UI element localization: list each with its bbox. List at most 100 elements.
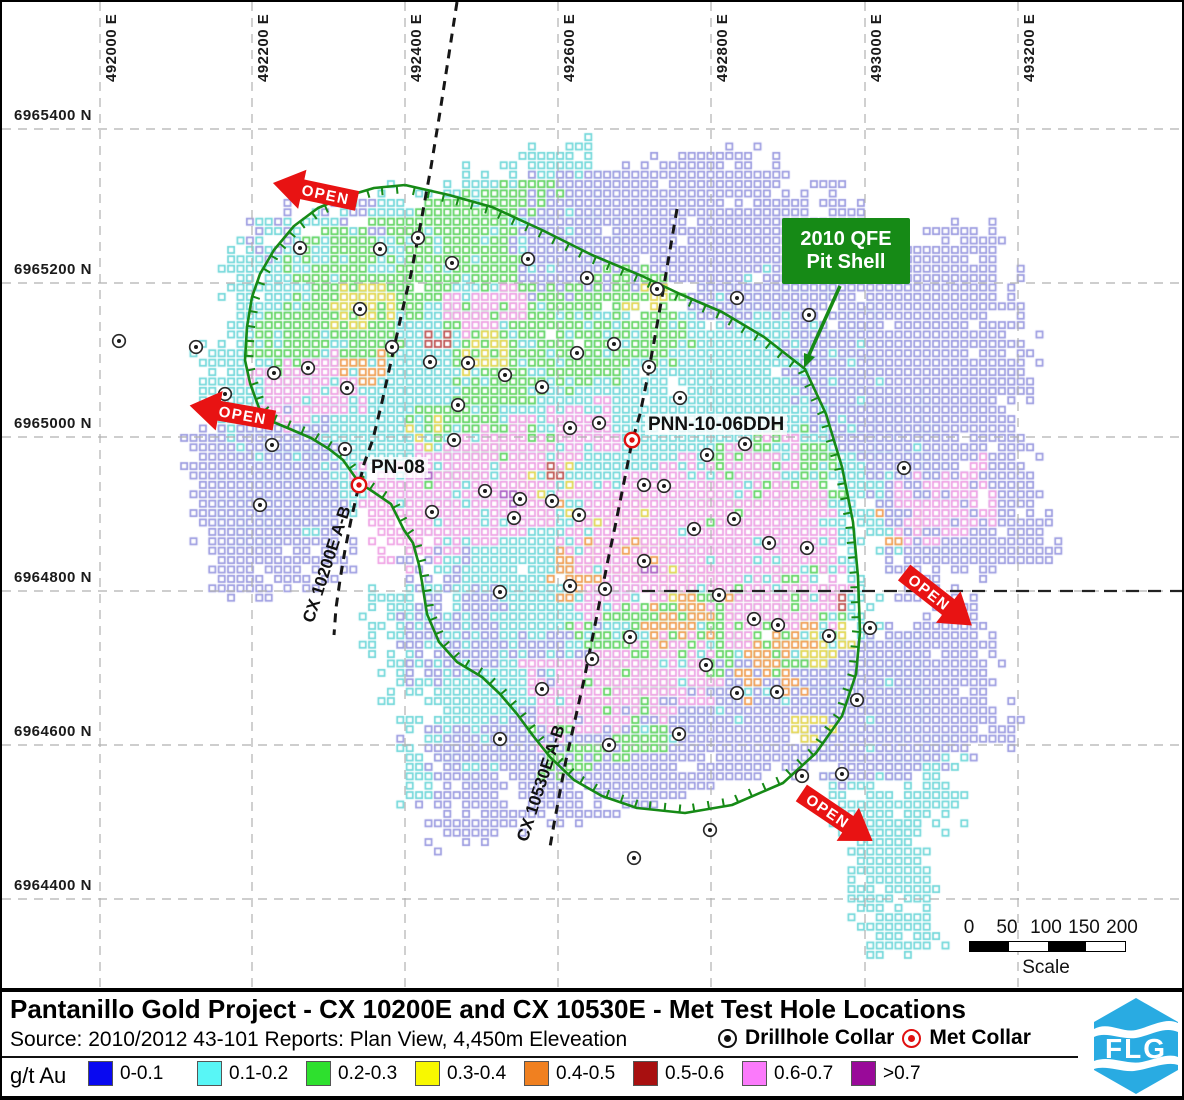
flg-logo: FLG [1094, 998, 1178, 1094]
pit-shell-leader-arrowhead [804, 353, 815, 368]
grade-class-label: 0.1-0.2 [229, 1062, 289, 1084]
pit-shell-tick [380, 187, 384, 196]
pit-shell-tick [796, 758, 804, 767]
pit-shell-tick [392, 503, 401, 509]
pit-shell-leader-line [807, 285, 842, 356]
pit-shell-tick [830, 453, 839, 458]
drillhole-collar [579, 270, 595, 286]
drillhole-collar [252, 497, 268, 513]
flg-logo-text: FLG [1105, 1033, 1167, 1064]
map-source: Source: 2010/2012 43-101 Reports: Plan V… [10, 1028, 628, 1051]
met-collar-label: PNN-10-06DDH [645, 414, 788, 435]
easting-axis-label: 492800 E [714, 13, 731, 82]
grade-class: 0-0.1 [88, 1061, 197, 1086]
northing-axis-label: 6964600 N [14, 723, 92, 740]
pit-shell-tick [441, 193, 445, 202]
grade-class-swatch [197, 1061, 222, 1086]
flg-logo-wave-bottom [1094, 1055, 1178, 1072]
drillhole-collar [512, 491, 528, 507]
grade-class-label: 0.6-0.7 [774, 1062, 834, 1084]
drillhole-collar [460, 355, 476, 371]
drillhole-collar [591, 415, 607, 431]
pit-shell-tick [452, 651, 460, 659]
grade-class-swatch [851, 1061, 876, 1086]
pit-shell-tick [847, 673, 856, 678]
drillhole-collar [606, 336, 622, 352]
grade-class-swatch [306, 1061, 331, 1086]
pit-shell-tick [412, 186, 416, 196]
drillhole-collar [477, 483, 493, 499]
scale-tick-label: 100 [1030, 917, 1062, 938]
drillhole-collar [266, 365, 282, 381]
pit-shell-tick [524, 223, 530, 232]
pit-shell-tick [848, 556, 857, 559]
northing-axis-label: 6964800 N [14, 569, 92, 586]
grade-class-swatch [742, 1061, 767, 1086]
grade-legend-title: g/t Au [10, 1063, 67, 1088]
open-arrow-shape [189, 391, 277, 431]
pit-shell-tick [678, 804, 682, 813]
map-footer: Pantanillo Gold Project - CX 10200E and … [2, 988, 1182, 1098]
drillhole-collar [562, 420, 578, 436]
pit-shell-tick [442, 640, 450, 648]
pit-shell-tick [747, 788, 753, 797]
pit-shell-tick [842, 687, 851, 692]
drillhole-collar [649, 281, 665, 297]
scale-tick-label: 200 [1106, 917, 1138, 938]
drillhole-collar [849, 692, 865, 708]
drillhole-collar [799, 540, 815, 556]
pit-shell-tick [537, 229, 544, 238]
pit-shell-tick [788, 360, 796, 368]
pit-shell-tick [288, 231, 296, 238]
drillhole-collar [862, 620, 878, 636]
drillhole-collar [424, 504, 440, 520]
section-line [548, 208, 679, 848]
pit-shell-tick [299, 220, 306, 229]
pit-shell-tick [619, 267, 625, 277]
drillhole-collar [761, 535, 777, 551]
pit-shell-callout-line2: Pit Shell [806, 251, 886, 273]
drillhole-collar [534, 379, 550, 395]
open-arrow-shape [272, 169, 360, 211]
collar-legend: Drillhole Collar Met Collar [718, 1026, 1031, 1050]
pit-shell-tick [648, 801, 652, 810]
pit-shell-tick [825, 438, 835, 443]
drillhole-collar [698, 657, 714, 673]
grade-class-swatch [633, 1061, 658, 1086]
easting-axis-label: 492000 E [103, 13, 120, 82]
drillhole-collar [801, 307, 817, 323]
drillhole-collar [702, 822, 718, 838]
easting-axis-label: 493200 E [1021, 13, 1038, 82]
scale-bar-label: Scale [1022, 957, 1070, 978]
pit-shell-tick [797, 369, 807, 375]
scale-bar-ticks: 0 50 100 150 200 [960, 917, 1140, 939]
drillhole-collar [686, 521, 702, 537]
drillhole-collar [770, 617, 786, 633]
pit-shell-tick [249, 310, 258, 314]
drillhole-collar [584, 651, 600, 667]
pit-shell-tick [425, 603, 434, 608]
pit-shell-tick [278, 242, 287, 250]
section-line-label: CX 10200E A-B [299, 504, 355, 625]
pit-shell-tick [381, 490, 388, 499]
pit-shell-tick [824, 725, 832, 733]
pit-shell-tick [673, 292, 680, 301]
drillhole-collar [641, 359, 657, 375]
met-collar [623, 431, 641, 449]
pit-shell-tick [764, 341, 772, 350]
drillhole-collar [569, 345, 585, 361]
pit-shell-tick [519, 711, 527, 719]
grade-class: 0.2-0.3 [306, 1061, 415, 1086]
grade-class-swatch [88, 1061, 113, 1086]
pit-shell-tick [775, 776, 781, 785]
pit-shell-tick [509, 699, 517, 707]
pit-shell-tick [633, 273, 639, 282]
pit-shell-tick [464, 659, 471, 668]
drillhole-collar [292, 240, 308, 256]
pit-shell-tick [753, 333, 760, 342]
pit-shell-tick [837, 701, 846, 707]
drillhole-collar [534, 681, 550, 697]
pit-shell-callout: 2010 QFE Pit Shell [782, 218, 910, 284]
drillhole-collar [597, 581, 613, 597]
drillhole-collar [699, 447, 715, 463]
